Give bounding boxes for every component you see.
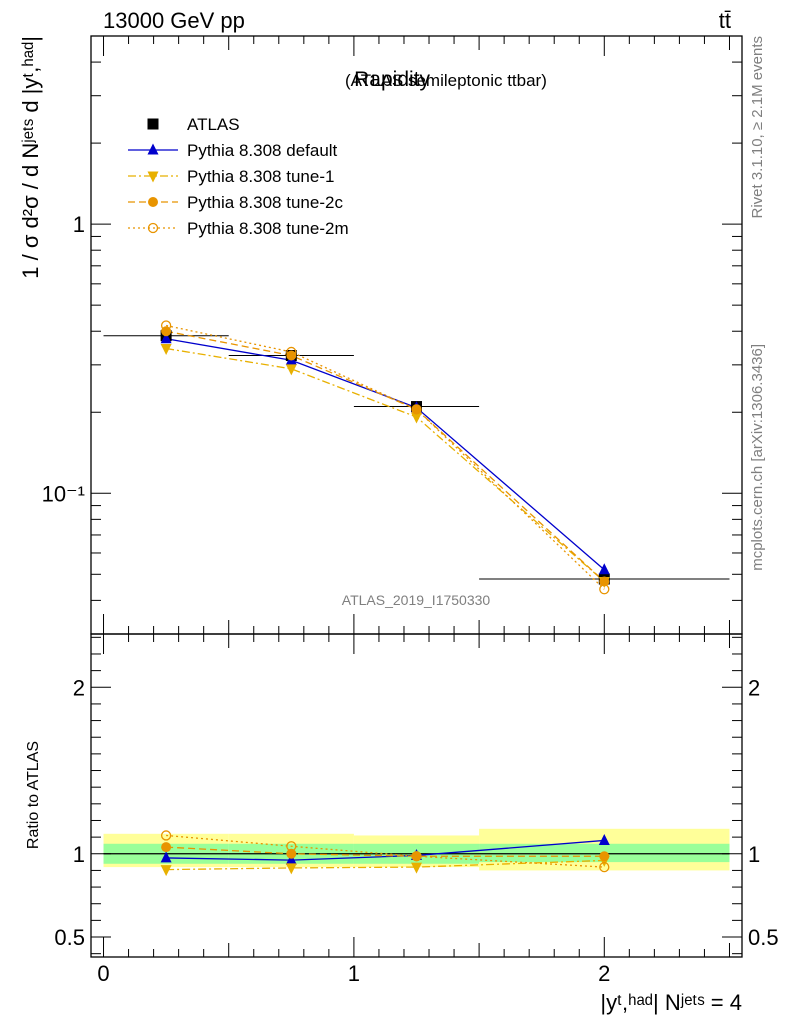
ratio-series-3-point-3	[599, 861, 610, 873]
main-series-2-point-1	[285, 364, 297, 376]
ratio-y-axis-label: Ratio to ATLAS	[25, 741, 42, 849]
legend-label-3: Pythia 8.308 tune-2c	[187, 193, 343, 212]
main-series-2-point-0	[160, 344, 172, 356]
legend-marker-0	[147, 118, 159, 130]
ratio-series-2-point-3	[599, 851, 610, 862]
analysis-id: ATLAS_2019_I1750330	[342, 592, 491, 608]
legend-marker-4	[147, 222, 159, 234]
ratio-series-1-point-2	[411, 862, 422, 874]
legend-label-2: Pythia 8.308 tune-1	[187, 167, 334, 186]
ratio-y-tick-label-1: 1	[73, 842, 85, 867]
ratio-series-line-0	[166, 839, 605, 861]
main-y-tick-label-0: 1	[73, 212, 85, 237]
main-series-line-3	[165, 330, 605, 583]
main-series-line-1	[166, 338, 605, 571]
legend-marker-2	[147, 171, 159, 183]
series-lines	[103, 324, 730, 871]
ratio-series-1-point-1	[285, 863, 297, 875]
legend-marker-3	[148, 197, 158, 207]
ratio-series-2-point-0	[161, 842, 172, 853]
ratio-series-0-point-1	[285, 853, 297, 865]
main-series-line-4	[165, 324, 605, 590]
ratio-series-2-point-2	[411, 851, 422, 862]
axis-ticks: 1 10⁻¹ 0.5 0.5 1 1 2 2 0 1 2	[42, 35, 779, 986]
main-series-4-point-0	[160, 320, 172, 331]
axes-frames	[90, 35, 743, 958]
energy-label: 13000 GeV pp	[103, 8, 245, 33]
main-series-1-point-0	[160, 332, 172, 344]
ratio-series-1-point-0	[160, 865, 172, 877]
ratio-y-tick-label-2: 2	[73, 675, 85, 700]
chart-title: Rapidity	[354, 68, 430, 91]
main-series-2-point-2	[411, 412, 422, 424]
ratio-series-3-point-0	[160, 830, 172, 841]
main-series-4-point-2	[411, 404, 422, 415]
series-markers	[160, 320, 610, 877]
rivet-version-label: Rivet 3.1.10, ≥ 2.1M events	[749, 36, 766, 219]
main-series-4-point-3	[599, 584, 610, 595]
chart-subtitle: (ATLAS semileptonic ttbar)	[345, 71, 547, 90]
main-y-axis-label: 1 / σ d²σ / d Nʲᵉᵗˢ d |yᵗ,ʰᵃᵈ|	[18, 36, 43, 279]
x-tick-label-0: 0	[97, 961, 109, 986]
mcplots-source-label: mcplots.cern.ch [arXiv:1306.3436]	[749, 344, 766, 571]
ratio-y-tick-label-0: 0.5	[54, 925, 85, 950]
legend-label-1: Pythia 8.308 default	[187, 141, 338, 160]
ratio-series-0-point-0	[160, 851, 172, 863]
ratio-series-line-2	[166, 846, 605, 857]
ratio-series-line-3	[166, 834, 605, 868]
ratio-series-0-point-3	[598, 833, 610, 845]
main-series-3-point-1	[286, 350, 297, 361]
main-series-4-point-1	[286, 346, 297, 358]
ratio-plot-frame	[90, 633, 743, 958]
main-series-3-point-2	[411, 404, 422, 415]
main-series-3-point-0	[161, 326, 172, 337]
main-series-1-point-3	[598, 563, 610, 575]
legend-label-4: Pythia 8.308 tune-2m	[187, 219, 349, 238]
main-series-line-2	[166, 347, 605, 583]
chart-title-main: Rapidity	[354, 68, 430, 91]
legend-label-0: ATLAS	[187, 115, 240, 134]
ratio-y-tick-label-right-2: 2	[748, 675, 760, 700]
ratio-y-tick-label-right-1: 1	[748, 842, 760, 867]
ratio-series-3-point-2	[411, 851, 422, 862]
main-series-3-point-3	[599, 576, 610, 587]
x-tick-label-1: 1	[348, 961, 360, 986]
legend-marker-1	[147, 143, 159, 155]
legend: ATLAS Pythia 8.308 default Pythia 8.308 tu…	[128, 115, 349, 238]
ratio-series-3-point-1	[286, 841, 297, 852]
ratio-series-2-point-1	[286, 848, 297, 859]
x-axis-label: |yᵗ,ʰᵃᵈ| Nʲᵉᵗˢ = 4	[600, 990, 742, 1015]
x-tick-label-2: 2	[598, 961, 610, 986]
ratio-y-tick-label-right-0: 0.5	[748, 925, 779, 950]
process-label: tt̄	[719, 8, 731, 33]
ratio-series-line-1	[166, 859, 605, 871]
main-y-tick-label-1: 10⁻¹	[42, 481, 85, 506]
